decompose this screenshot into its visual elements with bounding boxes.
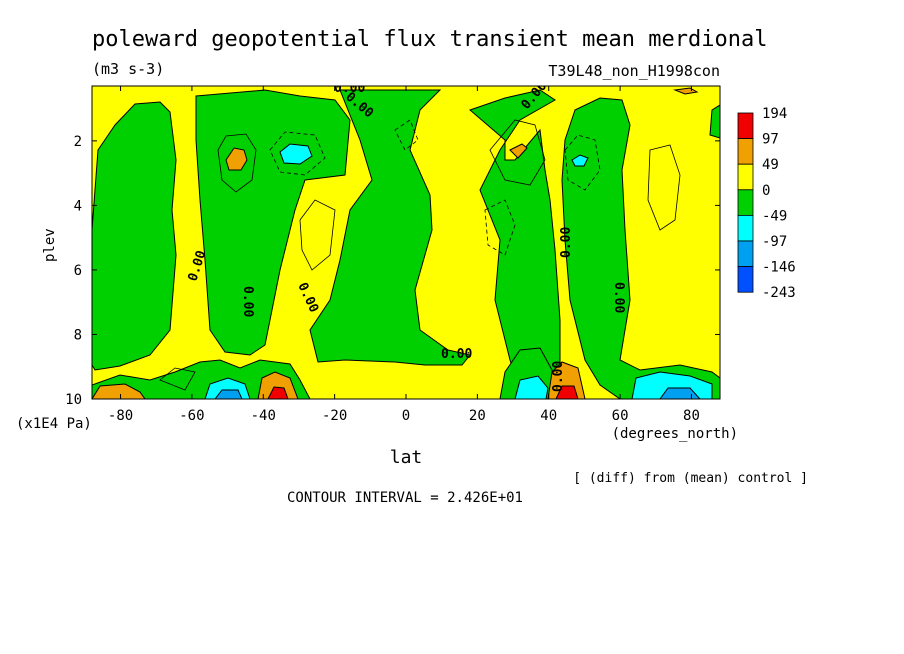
colorbar-label: 49 xyxy=(762,157,779,173)
contour-line xyxy=(269,131,326,176)
y-tick-label: 4 xyxy=(74,198,82,214)
negative-min-48N xyxy=(571,154,589,167)
contour-line xyxy=(394,119,419,151)
x-axis-label: lat xyxy=(390,447,423,468)
contour-label: 0.00 xyxy=(240,286,255,317)
x-tick-label: -80 xyxy=(108,408,133,424)
positive-peak-surface-37S xyxy=(267,386,289,399)
negative-min-surface-38N xyxy=(514,375,549,399)
y-axis-label: plev xyxy=(42,228,58,262)
negative-region-southpolar xyxy=(92,101,177,371)
negative-min-surface-75N-core xyxy=(659,387,701,399)
y-tick-label: 6 xyxy=(74,263,82,279)
diff-note: [ (diff) from (mean) control ] xyxy=(573,471,808,486)
contour-label: 0.00 xyxy=(611,282,626,313)
x-tick-label: 40 xyxy=(540,408,557,424)
negative-region-north-edge xyxy=(709,104,720,139)
x-tick-label: -20 xyxy=(322,408,347,424)
x-tick-label: 0 xyxy=(402,408,410,424)
y-tick-label: 8 xyxy=(74,327,82,343)
contour-line xyxy=(564,134,601,191)
x-axis: -80 -60 -40 -20 0 20 40 60 80 xyxy=(108,86,700,424)
positive-max-surface-48N xyxy=(547,361,586,399)
negative-region-northpolar xyxy=(561,97,720,399)
x-tick-label: 80 xyxy=(683,408,700,424)
chart-title: poleward geopotential flux transient mea… xyxy=(92,27,768,52)
positive-max-surface-37S xyxy=(257,371,299,399)
run-name: T39L48_non_H1998con xyxy=(548,62,720,80)
colorbar-swatch xyxy=(737,138,754,165)
colorbar-label: -97 xyxy=(762,234,787,250)
x-tick-label: -60 xyxy=(179,408,204,424)
y-tick-label: 2 xyxy=(74,134,82,150)
colorbar-label: -243 xyxy=(762,285,796,301)
contour-label: 0.00 xyxy=(551,361,566,392)
contour-label: 0.00 xyxy=(441,347,472,362)
x-tick-label: -40 xyxy=(251,408,276,424)
x-tick-label: 60 xyxy=(612,408,629,424)
y-axis: 2 4 6 8 10 xyxy=(65,134,720,408)
colorbar-label: 194 xyxy=(762,106,787,122)
negative-region-surface-south xyxy=(92,359,311,399)
colorbar-label: -146 xyxy=(762,260,796,276)
negative-region-equator xyxy=(309,89,471,366)
colorbar-swatch xyxy=(737,214,754,242)
contour-label: 0.00 xyxy=(334,81,365,96)
colorbar-swatch xyxy=(737,163,754,191)
y-units-label: (x1E4 Pa) xyxy=(16,416,92,432)
positive-max-32N xyxy=(509,143,528,159)
negative-min-surface-50S-core xyxy=(214,389,243,399)
positive-max-surface-84S xyxy=(92,383,146,399)
colorbar-swatch xyxy=(737,266,754,293)
positive-peak-surface-48N xyxy=(555,385,579,399)
contour-interval: CONTOUR INTERVAL = 2.426E+01 xyxy=(287,490,523,506)
x-units-label: (degrees_north) xyxy=(612,426,738,442)
colorbar-label: 97 xyxy=(762,132,779,148)
contour-line xyxy=(217,133,257,193)
colorbar-swatch xyxy=(737,240,754,268)
colorbar-label: 0 xyxy=(762,183,770,199)
colorbar: 194 97 49 0 -49 -97 -146 -243 xyxy=(737,106,796,301)
contour-label: 0.00 xyxy=(559,227,574,258)
contour-line xyxy=(484,199,516,256)
units-label: (m3 s-3) xyxy=(92,60,164,78)
colorbar-swatch xyxy=(737,112,754,140)
y-tick-label: 10 xyxy=(65,392,82,408)
negative-min-40S xyxy=(279,143,313,165)
colorbar-label: -49 xyxy=(762,208,787,224)
colorbar-swatch xyxy=(737,189,754,216)
contour-line xyxy=(647,144,681,231)
contour-line xyxy=(299,199,336,271)
contour-line xyxy=(489,119,546,186)
positive-max-48S xyxy=(225,147,248,171)
plot-area: 0.00 0.00 0.00 0.00 0.00 0.00 0.00 0.00 … xyxy=(91,81,721,400)
x-tick-label: 20 xyxy=(469,408,486,424)
contour-line xyxy=(159,367,196,391)
